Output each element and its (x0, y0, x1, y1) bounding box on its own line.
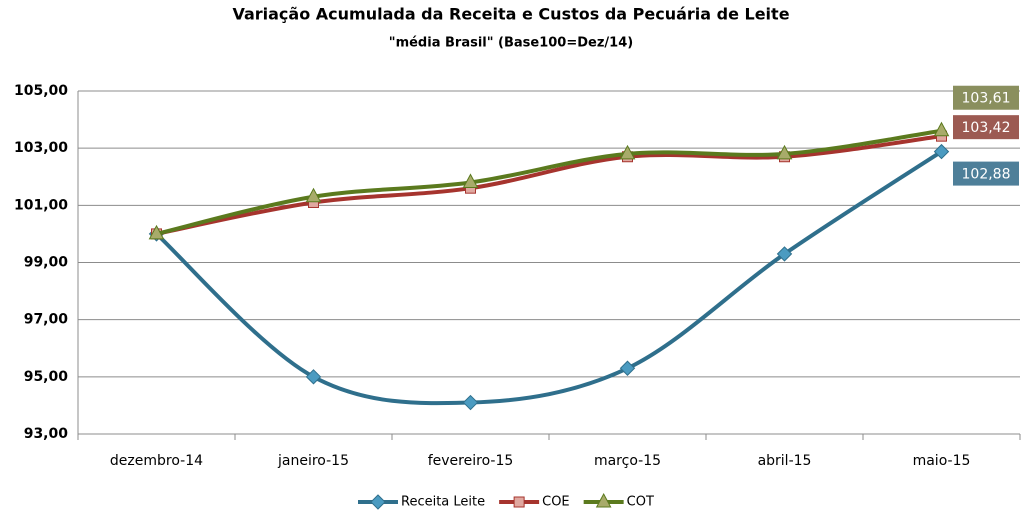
marker (619, 360, 636, 376)
marker (619, 144, 636, 160)
marker (933, 143, 950, 160)
marker (595, 492, 612, 508)
marker (370, 494, 386, 510)
value-label-box (953, 85, 1019, 110)
marker (933, 121, 950, 137)
value-label: 103,61 (962, 91, 1011, 107)
value-label: 103,42 (962, 120, 1011, 136)
y-tick-label: 99,00 (24, 255, 69, 271)
marker (462, 173, 479, 188)
marker (148, 224, 165, 240)
chart-title: Variação Acumulada da Receita e Custos d… (232, 5, 789, 24)
marker (776, 246, 793, 262)
series-line (155, 149, 943, 406)
y-tick-label: 101,00 (14, 197, 68, 213)
y-tick-label: 105,00 (14, 83, 68, 99)
legend-label: COE (542, 495, 570, 510)
x-tick-label: fevereiro-15 (428, 453, 514, 469)
y-tick-label: 97,00 (24, 312, 69, 328)
y-tick-label: 93,00 (24, 426, 69, 442)
marker (462, 394, 479, 411)
legend-label: COT (627, 495, 654, 510)
x-tick-label: março-15 (594, 453, 661, 469)
value-label-box (953, 115, 1019, 140)
marker (305, 187, 322, 203)
legend-label: Receita Leite (401, 495, 485, 510)
series-line (156, 128, 942, 236)
series-line (156, 134, 942, 236)
y-tick-label: 103,00 (14, 140, 68, 156)
x-tick-label: janeiro-15 (277, 453, 349, 469)
value-label-box (953, 161, 1019, 186)
marker (305, 369, 322, 385)
value-label: 102,88 (962, 167, 1011, 183)
x-tick-label: maio-15 (913, 453, 971, 469)
x-tick-label: dezembro-14 (110, 453, 203, 469)
y-tick-label: 95,00 (24, 369, 69, 385)
marker (776, 144, 793, 160)
chart-subtitle: "média Brasil" (Base100=Dez/14) (389, 36, 633, 51)
marker (513, 496, 525, 508)
x-tick-label: abril-15 (758, 453, 812, 469)
